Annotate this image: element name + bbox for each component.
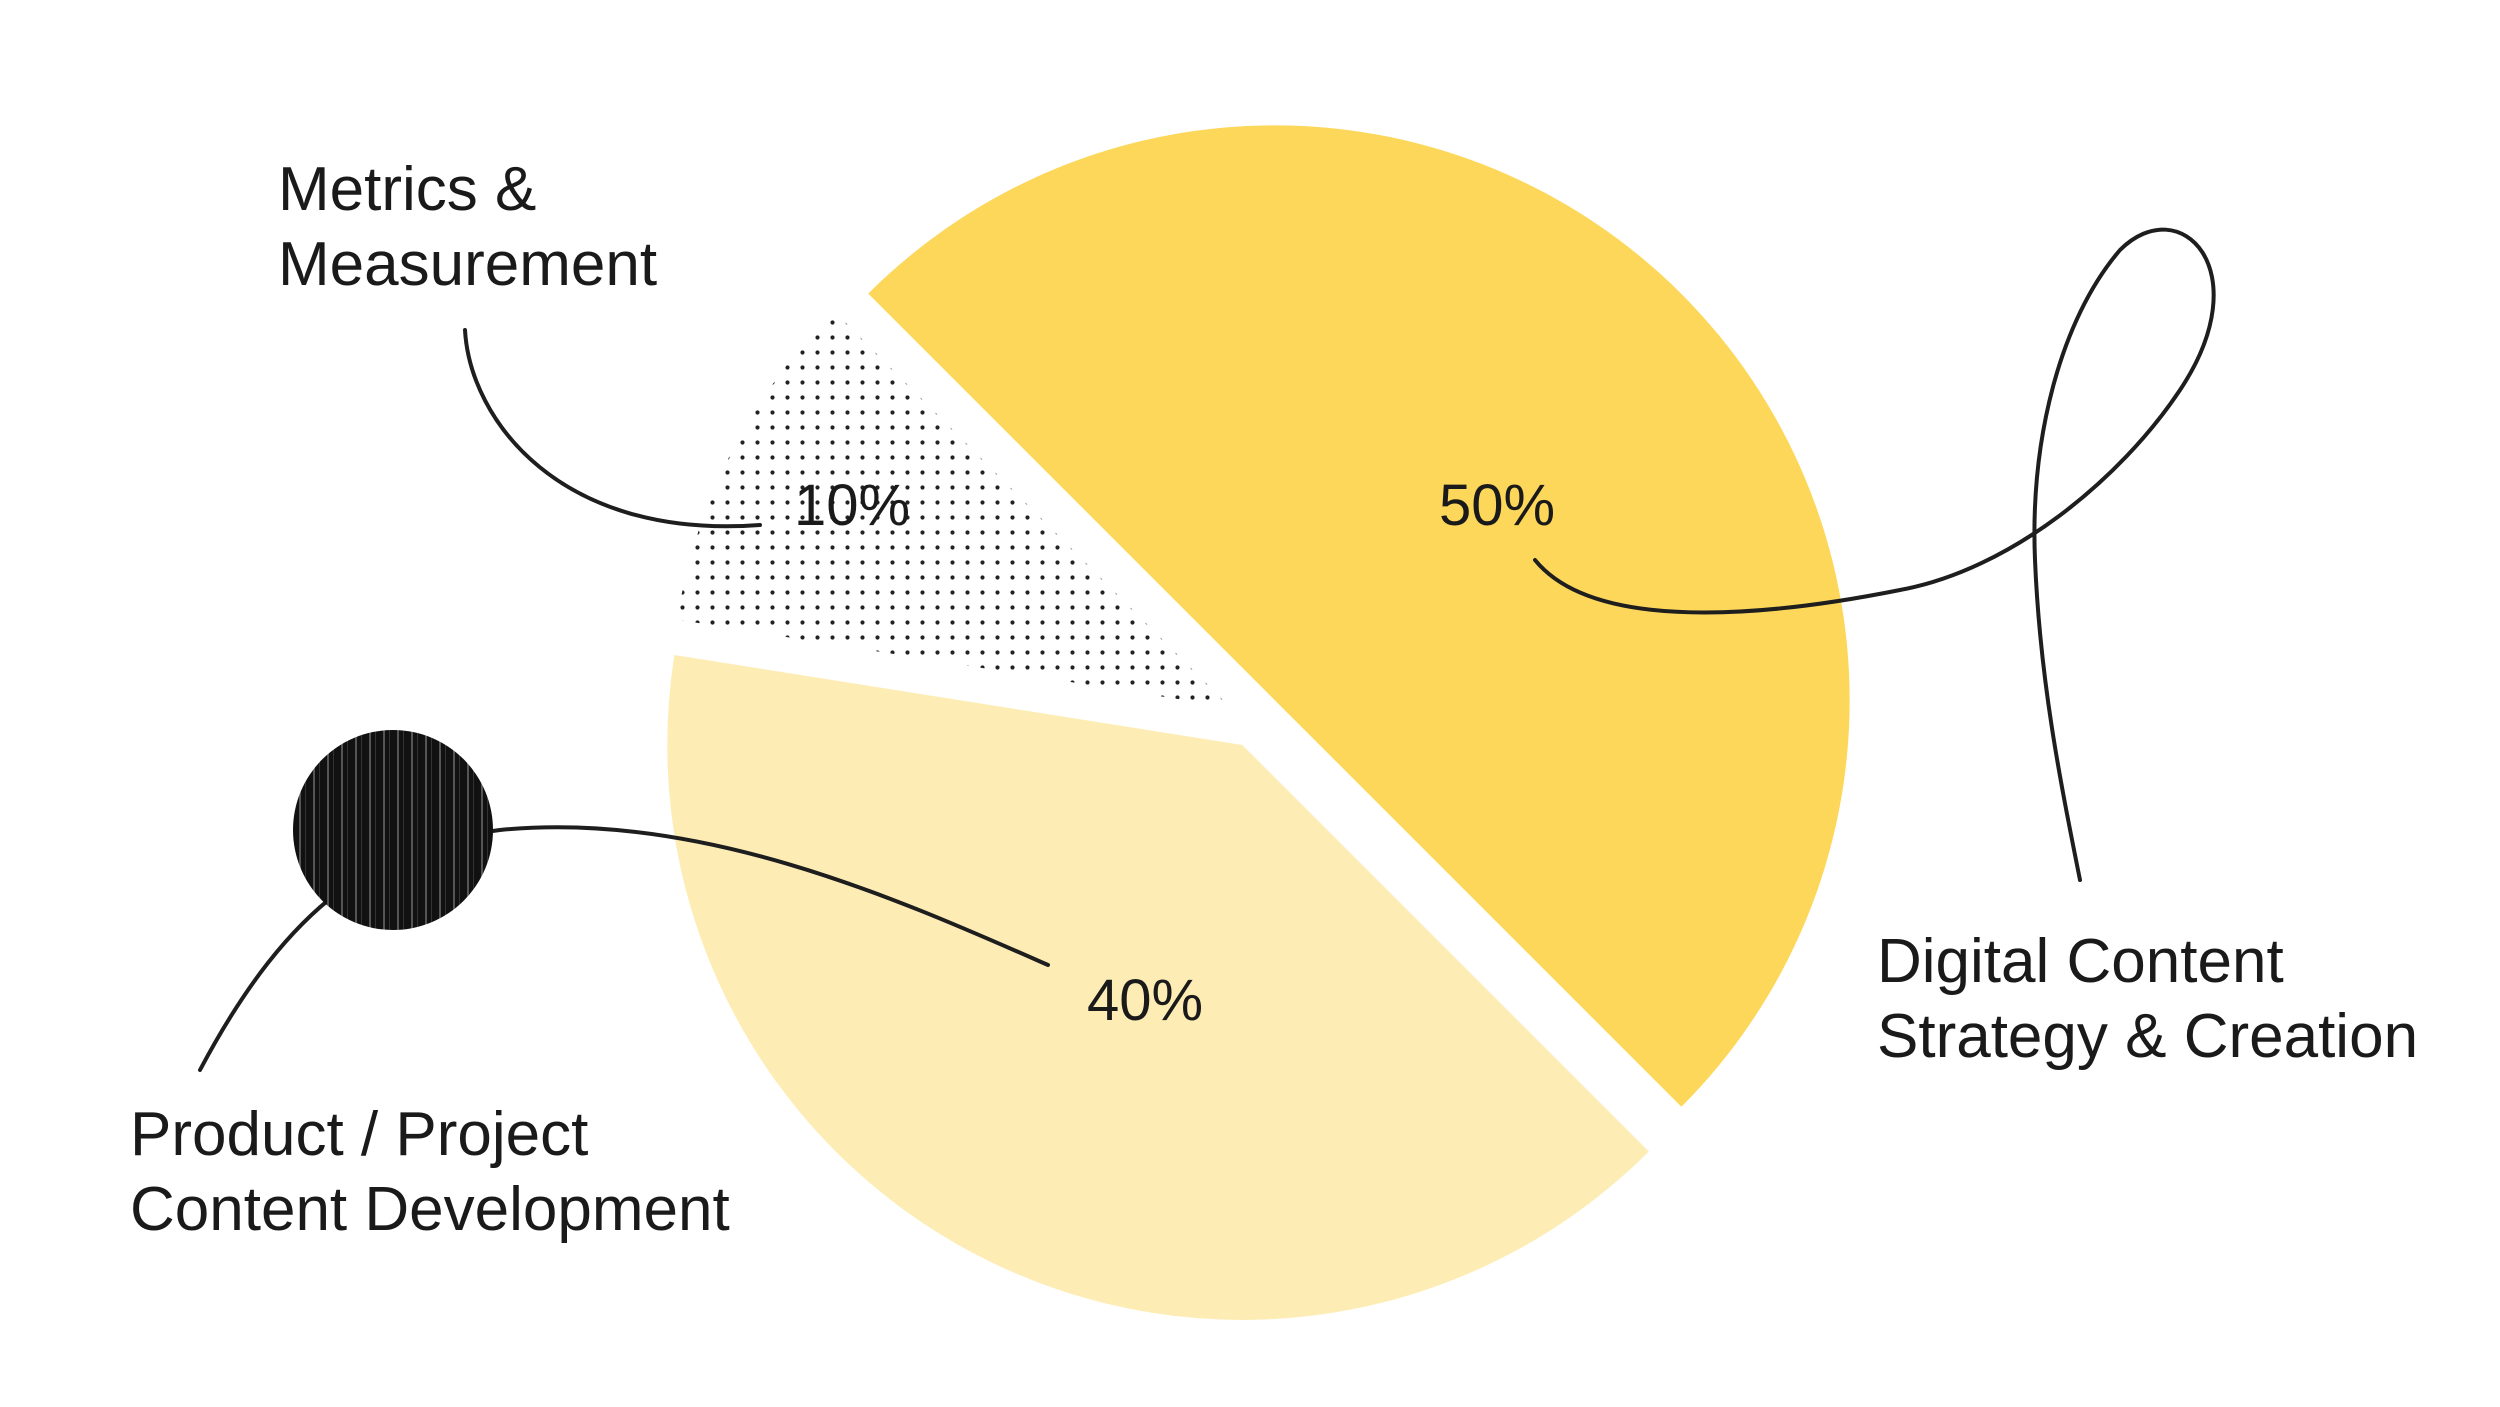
black-textured-dot	[293, 730, 493, 930]
connector-line-product	[198, 825, 1050, 1072]
value-label-metrics: 10%	[794, 473, 910, 538]
value-label-product: 40%	[1087, 968, 1203, 1033]
label-digital-content: Digital Content Strategy & Creation	[1877, 927, 2418, 1071]
connector-line-digital	[1533, 227, 2216, 882]
pie-slices	[667, 125, 1850, 1320]
slice-product-content	[667, 654, 1649, 1320]
slice-metrics	[676, 311, 1231, 708]
label-product-content: Product / Project Content Development	[130, 1100, 730, 1244]
value-label-digital: 50%	[1439, 473, 1555, 538]
label-metrics: Metrics & Measurement	[278, 155, 657, 299]
connector-line-metrics	[463, 328, 762, 529]
slice-digital-content	[868, 125, 1850, 1107]
